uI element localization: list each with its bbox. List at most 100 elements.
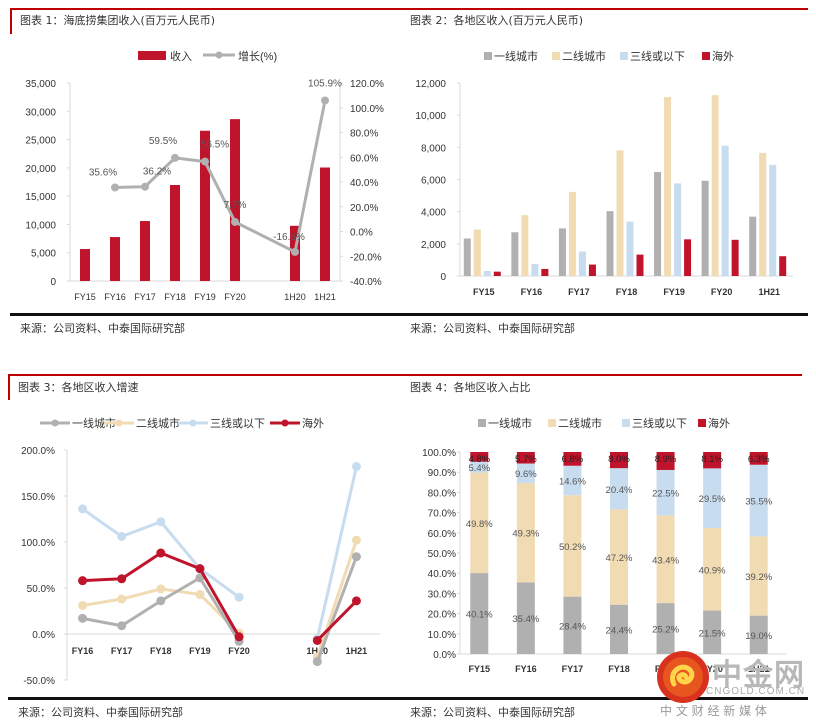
- chart-3-series-line-segment: [120, 551, 162, 581]
- panel-4-top-rule: [408, 374, 802, 376]
- chart-4-stack-segment: [563, 465, 582, 496]
- chart-2-x-tick-label: FY16: [521, 287, 543, 297]
- chart-4-title: 图表 4：各地区收入占比: [410, 381, 531, 394]
- chart-2-bar: [578, 251, 586, 276]
- chart-4-y-tick-label: 0.0%: [433, 650, 456, 661]
- chart-3-series-line-segment: [160, 587, 201, 596]
- chart-2-bar: [531, 264, 539, 276]
- chart-3-series-line-segment: [82, 597, 122, 607]
- chart-1-x-tick-label: FY19: [194, 292, 216, 302]
- chart-1-y-tick-label: 5,000: [31, 249, 56, 260]
- chart-1-growth-point: [231, 217, 239, 226]
- chart-3-series-line-segment: [121, 587, 162, 601]
- chart-1-x-tick-label: FY18: [164, 292, 186, 302]
- chart-4-x-tick-label: FY20: [701, 664, 723, 674]
- chart-1-growth-point: [141, 182, 149, 191]
- panel-2-top-rule: [408, 8, 808, 10]
- chart-4-y-tick-label: 10.0%: [428, 630, 456, 641]
- chart-4-data-label: 49.8%: [466, 519, 493, 530]
- chart-1-x-tick-label: 1H21: [314, 292, 336, 302]
- chart-3-series-point: [78, 504, 88, 514]
- chart-2-bar: [511, 232, 519, 276]
- chart-3-series-point: [234, 592, 244, 602]
- chart-4-stack-segment: [703, 527, 722, 611]
- chart-2-legend-item-swatch: [702, 52, 710, 60]
- chart-1-y2-tick-label: -40.0%: [350, 277, 382, 288]
- chart-4-data-label: 29.5%: [699, 494, 726, 505]
- chart-3-series-line-segment: [315, 539, 358, 658]
- chart-2-legend-item-label: 海外: [712, 49, 734, 63]
- chart-2-x-tick-label: FY20: [711, 287, 733, 297]
- chart-3-series-point: [78, 600, 88, 610]
- chart-1-data-label: 105.9%: [308, 78, 342, 89]
- chart-4-data-label: 14.6%: [559, 476, 586, 487]
- chart-4-y-tick-label: 100.0%: [422, 448, 456, 459]
- chart-2-bar: [769, 164, 777, 276]
- chart-4-data-label: 40.9%: [699, 565, 726, 576]
- chart-4-y-tick-label: 50.0%: [428, 549, 456, 560]
- chart-2-x-tick-label: 1H21: [758, 287, 780, 297]
- chart-4-stack-segment: [610, 468, 628, 510]
- watermark-brand: 中金网: [712, 658, 805, 693]
- chart-4-data-label: 28.4%: [559, 621, 586, 632]
- chart-1-legend-revenue-label: 收入: [170, 49, 192, 63]
- chart-3-series-point: [312, 657, 322, 667]
- chart-1-growth-line-segment: [114, 185, 146, 189]
- chart-2-bar: [731, 239, 739, 276]
- chart-3-y-tick-label: 200.0%: [21, 446, 55, 457]
- chart-2-x-tick-label: FY15: [473, 287, 495, 297]
- chart-4-y-tick-label: 80.0%: [428, 488, 456, 499]
- chart-2-bar: [473, 229, 481, 276]
- chart-2-bar: [654, 171, 662, 276]
- chart-2-bar: [483, 271, 491, 276]
- chart-1-bar: [230, 119, 240, 281]
- chart-1-y-tick-label: 25,000: [25, 136, 56, 147]
- chart-3-legend-item-label: 二线城市: [136, 416, 180, 430]
- chart-1-legend-revenue-swatch: [138, 51, 166, 60]
- chart-1-growth-point: [201, 157, 209, 166]
- chart-2-y-tick-label: 12,000: [415, 79, 446, 90]
- chart-4-legend-item-swatch: [698, 419, 706, 427]
- chart-4-stack-segment: [749, 452, 768, 465]
- chart-2-bar: [493, 271, 501, 276]
- chart-3-x-tick-label: 1H21: [346, 646, 368, 656]
- chart-3-y-tick-label: 0.0%: [32, 630, 55, 641]
- chart-3-series-point: [234, 632, 244, 642]
- chart-1-bar: [200, 130, 210, 281]
- chart-2-legend-item-label: 一线城市: [494, 49, 538, 63]
- chart-4-stack-segment: [470, 573, 489, 654]
- chart-1-x-tick-label: 1H20: [284, 292, 306, 302]
- chart-4-y-tick-label: 90.0%: [428, 468, 456, 479]
- chart-2-bar: [541, 268, 549, 276]
- chart-4-stack-segment: [516, 482, 535, 583]
- chart-4-data-label: 49.3%: [512, 529, 539, 540]
- chart-4-x-tick-label: FY15: [469, 664, 491, 674]
- chart-3-series-line-segment: [159, 520, 202, 570]
- chart-3-y-tick-label: 100.0%: [21, 538, 55, 549]
- chart-4-stack-segment: [563, 452, 582, 466]
- chart-4-stack-segment: [470, 461, 489, 473]
- chart-3-series-point: [351, 552, 361, 562]
- chart-1-data-label: 35.6%: [89, 167, 117, 178]
- chart-4-data-label: 6.8%: [562, 454, 584, 465]
- chart-4-data-label: 22.5%: [652, 489, 679, 500]
- chart-4-y-tick-label: 70.0%: [428, 509, 456, 520]
- chart-3-series-line-segment: [315, 556, 358, 663]
- chart-3-series-point: [117, 531, 127, 541]
- chart-4-stack-segment: [470, 472, 489, 574]
- chart-4-legend-item-swatch: [478, 419, 486, 427]
- chart-1-legend-growth-marker: [215, 51, 223, 59]
- chart-4-stack-segment: [656, 452, 675, 470]
- chart-1-data-label: -16.5%: [273, 232, 305, 243]
- chart-4-data-label: 25.2%: [652, 625, 679, 636]
- chart-3-series-line-segment: [82, 616, 122, 628]
- chart-1-y-tick-label: 35,000: [25, 79, 56, 90]
- chart-4-data-label: 19.0%: [745, 631, 772, 642]
- chart-2-source: 来源：公司资料、中泰国际研究部: [410, 322, 575, 335]
- chart-3-series-line-segment: [82, 577, 122, 583]
- chart-4-data-label: 47.2%: [606, 553, 633, 564]
- chart-2-y-tick-label: 8,000: [421, 143, 446, 154]
- chart-1-growth-point: [111, 183, 119, 192]
- chart-3-series-line-segment: [315, 466, 358, 639]
